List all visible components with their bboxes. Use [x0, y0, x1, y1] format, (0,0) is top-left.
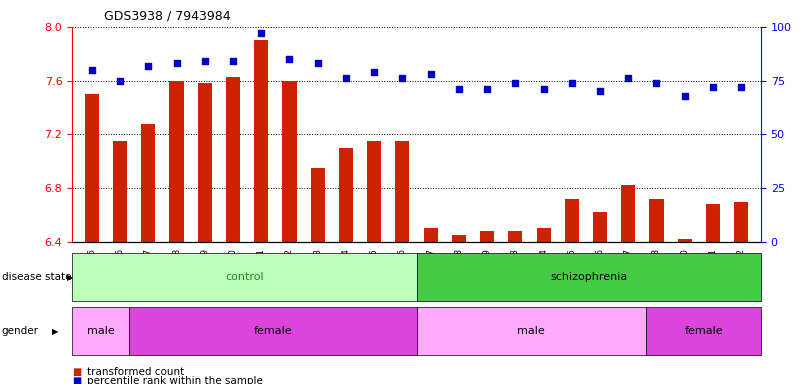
Bar: [339, 148, 353, 242]
Bar: [650, 199, 663, 242]
Point: [509, 80, 521, 86]
Point: [312, 60, 324, 66]
Bar: [170, 81, 183, 242]
Bar: [452, 235, 466, 242]
Text: transformed count: transformed count: [87, 367, 183, 377]
Text: GDS3938 / 7943984: GDS3938 / 7943984: [104, 10, 231, 23]
Point: [199, 58, 211, 65]
Bar: [283, 81, 296, 242]
Point: [114, 78, 127, 84]
Bar: [678, 239, 692, 242]
Point: [537, 86, 550, 92]
Point: [678, 93, 691, 99]
Text: male: male: [87, 326, 115, 336]
Bar: [424, 228, 437, 242]
Point: [396, 75, 409, 81]
Point: [170, 60, 183, 66]
Text: schizophrenia: schizophrenia: [550, 272, 627, 283]
Bar: [509, 231, 522, 242]
Bar: [226, 77, 240, 242]
Point: [142, 63, 155, 69]
Text: ■: ■: [72, 376, 82, 384]
Bar: [622, 185, 635, 242]
Point: [594, 88, 606, 94]
Bar: [706, 204, 720, 242]
Bar: [198, 83, 211, 242]
Point: [86, 67, 99, 73]
Text: percentile rank within the sample: percentile rank within the sample: [87, 376, 263, 384]
Bar: [537, 228, 550, 242]
Bar: [565, 199, 579, 242]
Text: male: male: [517, 326, 545, 336]
Bar: [367, 141, 381, 242]
Point: [706, 84, 719, 90]
Bar: [311, 168, 324, 242]
Bar: [254, 40, 268, 242]
Point: [481, 86, 493, 92]
Bar: [593, 212, 607, 242]
Bar: [113, 141, 127, 242]
Text: ▶: ▶: [66, 273, 73, 282]
Bar: [480, 231, 494, 242]
Point: [255, 30, 268, 36]
Bar: [85, 94, 99, 242]
Bar: [735, 202, 748, 242]
Point: [368, 69, 380, 75]
Point: [283, 56, 296, 62]
Text: gender: gender: [2, 326, 38, 336]
Point: [650, 80, 663, 86]
Point: [622, 75, 634, 81]
Text: disease state: disease state: [2, 272, 71, 283]
Bar: [396, 141, 409, 242]
Text: ▶: ▶: [52, 327, 58, 336]
Text: female: female: [684, 326, 723, 336]
Text: female: female: [254, 326, 292, 336]
Point: [227, 58, 239, 65]
Point: [735, 84, 747, 90]
Point: [453, 86, 465, 92]
Point: [340, 75, 352, 81]
Text: control: control: [225, 272, 264, 283]
Bar: [141, 124, 155, 242]
Point: [425, 71, 437, 77]
Point: [566, 80, 578, 86]
Text: ■: ■: [72, 367, 82, 377]
